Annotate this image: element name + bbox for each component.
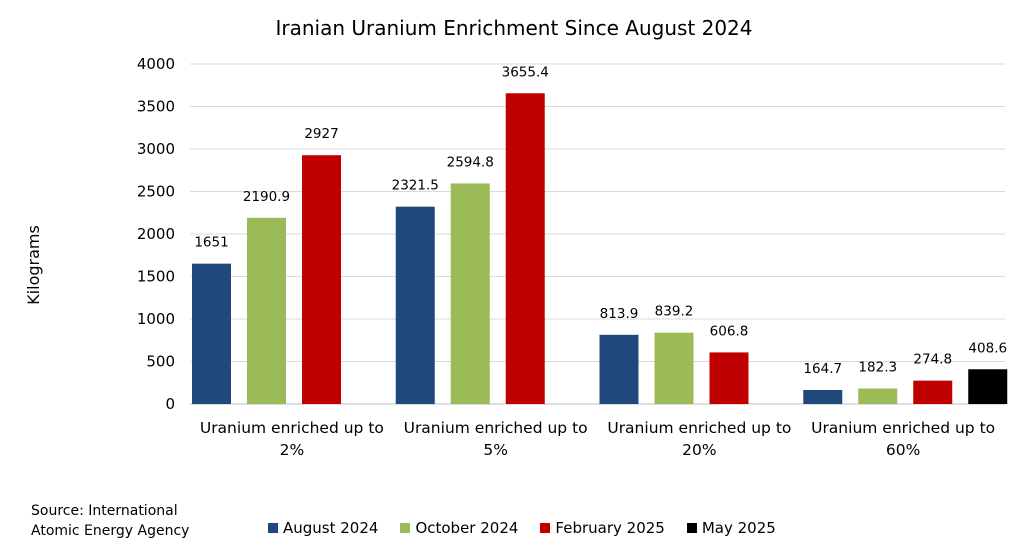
data-label: 274.8 (913, 352, 952, 368)
x-axis-categories: Uranium enriched up to 2% Uranium enriched… (200, 419, 995, 459)
legend-item: August 2024 (268, 519, 378, 537)
legend-swatch (268, 523, 278, 533)
category-label: Uranium enriched up to (404, 419, 588, 437)
data-label: 408.6 (968, 340, 1007, 356)
legend-item: May 2025 (686, 519, 776, 537)
y-tick-label: 0 (165, 395, 175, 413)
legend-label: May 2025 (701, 519, 776, 537)
y-axis-ticks: 0 500 1000 1500 2000 2500 3000 3500 4000 (137, 55, 175, 413)
bar (803, 390, 843, 404)
y-tick-label: 4000 (137, 55, 175, 73)
y-tick-label: 1500 (137, 268, 175, 286)
category-label: Uranium enriched up to (200, 419, 384, 437)
bars (192, 93, 1008, 404)
category-label: Uranium enriched up to (607, 419, 791, 437)
category-label: 60% (886, 441, 920, 459)
bar (395, 206, 435, 404)
y-tick-label: 3500 (137, 98, 175, 116)
data-label: 606.8 (710, 323, 749, 339)
bar (192, 263, 231, 404)
y-tick-label: 500 (146, 353, 175, 371)
data-label: 2927 (304, 126, 338, 142)
source-line-2: Atomic Energy Agency (31, 523, 190, 539)
bar (247, 217, 286, 404)
y-axis-label: Kilograms (24, 225, 43, 305)
bar (858, 388, 898, 404)
chart-title: Iranian Uranium Enrichment Since August … (275, 16, 752, 40)
legend-item: October 2024 (400, 519, 518, 537)
bar (968, 369, 1008, 404)
legend-swatch (400, 523, 411, 533)
legend: August 2024 October 2024 February 2025 May … (268, 519, 776, 537)
data-label: 839.2 (655, 304, 694, 320)
category-label: 5% (483, 441, 508, 459)
bar (913, 380, 953, 404)
bar (599, 334, 639, 404)
bar (654, 332, 694, 404)
bar (450, 183, 490, 404)
legend-label: October 2024 (415, 519, 519, 537)
data-label: 2321.5 (392, 178, 439, 194)
category-label: 2% (280, 441, 305, 459)
source-note: Source: International Atomic Energy Agen… (31, 501, 201, 541)
y-tick-label: 2000 (137, 225, 175, 243)
legend-swatch (686, 523, 697, 533)
legend-label: February 2025 (555, 519, 665, 537)
category-label: Uranium enriched up to (811, 419, 995, 437)
y-tick-label: 1000 (137, 310, 175, 328)
y-tick-label: 2500 (137, 183, 175, 201)
bar (709, 352, 749, 404)
data-label: 182.3 (858, 360, 897, 376)
bar (302, 155, 341, 404)
data-label: 2594.8 (447, 154, 494, 170)
data-label: 1651 (194, 235, 228, 251)
legend-swatch (540, 523, 551, 533)
legend-item: February 2025 (540, 519, 665, 537)
data-label: 3655.4 (502, 64, 549, 80)
y-tick-label: 3000 (137, 140, 175, 158)
legend-label: August 2024 (283, 519, 379, 537)
data-label: 164.7 (803, 361, 842, 377)
data-label: 813.9 (600, 306, 639, 322)
source-line-1: Source: International (31, 503, 178, 519)
bar (505, 93, 545, 404)
data-labels: 1651 2190.9 2927 2321.5 2594.8 3655.4 813.9 839… (194, 64, 1007, 377)
data-label: 2190.9 (243, 189, 290, 205)
category-label: 20% (682, 441, 716, 459)
